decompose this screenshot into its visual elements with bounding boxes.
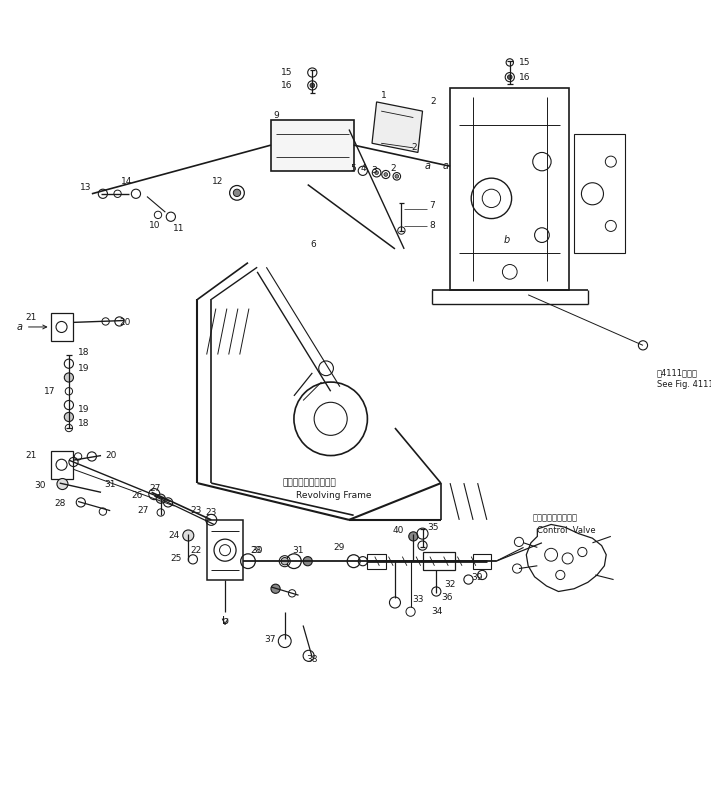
Text: 37: 37 <box>264 635 276 644</box>
Text: 39: 39 <box>471 573 483 582</box>
Text: b: b <box>222 616 228 626</box>
Text: 21: 21 <box>26 313 37 322</box>
Text: 27: 27 <box>149 484 161 493</box>
Circle shape <box>303 556 312 566</box>
Text: 16: 16 <box>281 81 292 90</box>
Text: 18: 18 <box>78 419 90 428</box>
Text: 2: 2 <box>390 165 396 174</box>
Text: 24: 24 <box>168 531 179 540</box>
Text: 17: 17 <box>43 387 55 396</box>
Text: Revolving Frame: Revolving Frame <box>296 491 371 500</box>
Text: 第4111図参照: 第4111図参照 <box>657 368 697 377</box>
Text: 6: 6 <box>311 240 316 249</box>
Text: 31: 31 <box>292 546 304 555</box>
Text: 1: 1 <box>381 91 387 100</box>
Text: b: b <box>503 234 510 245</box>
Text: 33: 33 <box>412 595 424 604</box>
Text: 23: 23 <box>191 506 202 515</box>
Text: 9: 9 <box>274 111 279 120</box>
Text: 19: 19 <box>78 364 90 373</box>
Text: 7: 7 <box>429 201 434 210</box>
Text: 38: 38 <box>306 655 318 664</box>
Text: 16: 16 <box>519 73 530 82</box>
Bar <box>450 88 570 290</box>
Text: 18: 18 <box>78 348 90 357</box>
Circle shape <box>64 412 73 422</box>
Text: 23: 23 <box>251 546 262 555</box>
Circle shape <box>57 478 68 490</box>
Circle shape <box>508 75 512 79</box>
Text: 4: 4 <box>361 165 366 174</box>
Bar <box>422 552 454 570</box>
Text: 32: 32 <box>444 580 456 589</box>
Text: 30: 30 <box>34 482 46 491</box>
Circle shape <box>395 174 399 178</box>
Circle shape <box>183 530 194 541</box>
Text: a: a <box>17 322 47 332</box>
Text: 29: 29 <box>333 543 344 552</box>
Bar <box>50 313 73 341</box>
Circle shape <box>409 532 418 541</box>
Circle shape <box>271 584 280 594</box>
Text: 15: 15 <box>519 58 530 67</box>
Bar <box>207 520 243 580</box>
Text: Control  Valve: Control Valve <box>538 526 596 535</box>
Text: 3: 3 <box>371 166 377 175</box>
Text: 20: 20 <box>106 451 117 460</box>
Text: 40: 40 <box>392 526 404 535</box>
Text: 14: 14 <box>122 178 133 187</box>
Text: a: a <box>443 161 449 171</box>
Text: 25: 25 <box>171 554 182 563</box>
Text: 34: 34 <box>432 607 443 616</box>
Text: 26: 26 <box>131 491 142 500</box>
Bar <box>368 554 386 569</box>
Text: レボルビングフレーム: レボルビングフレーム <box>283 478 336 487</box>
Text: 15: 15 <box>281 68 292 77</box>
Circle shape <box>233 189 240 196</box>
Bar <box>271 120 353 171</box>
Text: 30: 30 <box>252 546 263 555</box>
Text: 35: 35 <box>427 523 439 532</box>
Text: 10: 10 <box>149 221 160 230</box>
Text: 5: 5 <box>351 165 356 174</box>
Circle shape <box>375 171 378 174</box>
Text: a: a <box>424 161 430 171</box>
Text: 2: 2 <box>412 144 417 152</box>
Bar <box>50 451 73 478</box>
Text: 22: 22 <box>191 546 202 555</box>
Bar <box>473 554 491 569</box>
Text: 12: 12 <box>212 178 223 187</box>
Bar <box>574 134 624 254</box>
Text: 23: 23 <box>205 508 217 517</box>
Text: 27: 27 <box>137 506 149 515</box>
Text: 28: 28 <box>55 499 66 508</box>
Text: コントロールバルブ: コントロールバルブ <box>533 513 578 522</box>
Text: 36: 36 <box>441 594 452 603</box>
Circle shape <box>384 173 387 176</box>
Circle shape <box>310 83 314 88</box>
Circle shape <box>64 373 73 382</box>
Text: 13: 13 <box>80 182 92 192</box>
Circle shape <box>156 494 166 504</box>
Text: 20: 20 <box>119 318 131 327</box>
Text: 11: 11 <box>173 224 184 234</box>
Text: 21: 21 <box>26 451 37 460</box>
Circle shape <box>281 557 289 565</box>
Text: 19: 19 <box>78 406 90 414</box>
Text: See Fig. 4111: See Fig. 4111 <box>657 380 711 389</box>
Polygon shape <box>372 102 422 152</box>
Text: 2: 2 <box>431 97 437 106</box>
Text: 31: 31 <box>104 480 115 490</box>
Text: 8: 8 <box>429 221 434 230</box>
